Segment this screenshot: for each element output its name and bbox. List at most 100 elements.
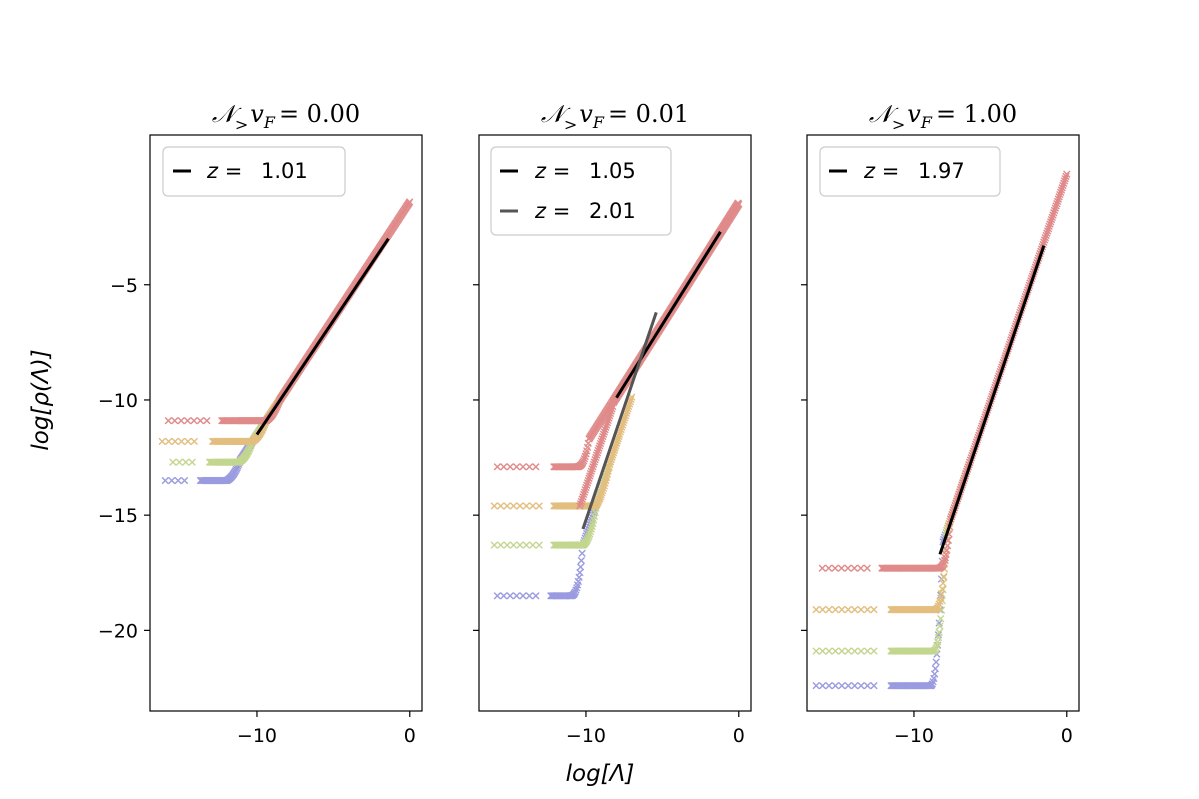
subplot-2-series-orange-point (870, 605, 878, 614)
subplot-0-series-green-point (246, 443, 254, 452)
subplot-1-series-red-point (605, 412, 614, 420)
subplot-1-series-blue-point (525, 592, 534, 600)
subplot-2-xtick-label-1: 0 (1061, 725, 1073, 747)
subplot-2-series-red-point (1043, 229, 1051, 237)
subplot-1-series-red-point (592, 451, 601, 459)
subplot-0-series-green-point (188, 458, 196, 466)
subplot-2-series-red-point (1059, 181, 1067, 190)
subplot-2-series-orange-point (838, 605, 846, 614)
subplot-1: −10 0 𝒩>vF = 0.01 z = 1.05 z = 2.01 (473, 100, 752, 747)
subplot-1-fit-line-1 (581, 311, 658, 530)
subplot-1-series-orange-point (599, 484, 608, 493)
subplot-2-series-orange-point (940, 572, 948, 581)
subplot-1-series-red-point (735, 200, 743, 208)
subplot-0-series-orange-point (177, 437, 186, 446)
subplot-2-series-red-point (825, 564, 833, 572)
subplot-1-series-orange-point (618, 423, 626, 431)
subplot-2-series-green-point (931, 646, 940, 654)
subplot-2-series-orange-point (863, 605, 872, 614)
subplot-1-series-blue-point (571, 588, 579, 596)
subplot-1-series-red-point (500, 463, 508, 471)
subplot-2-series-green-point (844, 647, 852, 655)
subplot-0-series-orange-point (184, 437, 192, 446)
subplot-2-series-blue-point (934, 631, 943, 639)
subplot-2-series-orange-point (857, 605, 865, 614)
subplot-1-series-orange-point (490, 502, 498, 510)
subplot-0-series-orange-point (190, 437, 199, 446)
subplot-1-series-red-point (608, 405, 616, 413)
subplot-2-series-green-point (825, 647, 833, 655)
subplot-2-series-green-point (831, 647, 840, 655)
subplot-1-series-orange-point (612, 442, 620, 450)
subplot-2-series-blue-point (812, 681, 820, 690)
subplot-2-series-red-point (1057, 186, 1066, 194)
subplot-0-series-red-point (177, 417, 185, 425)
subplot-2-series-red-point (1056, 190, 1064, 199)
subplot-2-series-red-point (1063, 170, 1071, 178)
subplot-1-series-red-point (586, 469, 595, 478)
subplot-2-series-red-point (1040, 238, 1048, 246)
subplot-2-series-red-point (1047, 218, 1055, 226)
subplot-1-series-orange-point (596, 494, 604, 503)
subplot-0-series-orange-point (171, 437, 179, 446)
subplot-1-series-blue-point (500, 592, 508, 600)
subplot-1-series-green-point (503, 541, 511, 549)
subplot-1-series-green-point (522, 541, 531, 549)
subplot-2-legend: z = 1.97 (819, 146, 1001, 197)
subplot-1-series-green-point (535, 541, 543, 549)
subplot-0-frame (149, 134, 423, 712)
subplot-2-xtick-label-0: −10 (894, 725, 934, 747)
subplot-2-series-orange-point (939, 579, 947, 587)
subplot-2-series-red-point (1042, 231, 1050, 240)
subplot-2-series-red-point (1041, 234, 1050, 242)
subplot-2-series-green-point (870, 647, 878, 655)
subplot-1-legend: z = 1.05 z = 2.01 (490, 146, 672, 236)
subplot-1-series-orange-point (611, 444, 619, 452)
subplot-1-series-red-point (600, 428, 608, 436)
subplot-2-series-red-point (1049, 211, 1057, 219)
subplot-0-series-red-point (183, 417, 192, 425)
subplot-1-series-orange-point (598, 489, 606, 497)
subplot-2-frame (806, 134, 1080, 712)
subplot-1-series-orange-point (516, 502, 524, 510)
subplot-1-series-green-point (490, 541, 498, 549)
subplot-1-series-red-point (579, 493, 587, 501)
subplot-2-series-red-point (857, 564, 865, 572)
subplot-1-series-red-point (525, 463, 534, 471)
subplot-1-series-red-point (589, 462, 597, 471)
subplot-1-series-red-point (577, 497, 586, 506)
subplot-2-series-orange-point (844, 605, 852, 614)
subplot-1-series-orange-point (509, 502, 518, 510)
subplot-1-series-red-point (580, 455, 589, 463)
subplot-1-series-red-point (506, 463, 514, 471)
subplot-2-series-blue-point (818, 681, 827, 690)
subplot-1-series-orange-point (616, 428, 624, 436)
subplot-2-series-red-point (1043, 227, 1052, 235)
subplot-2-series-red-point (1044, 224, 1053, 233)
subplot-1-series-green-point (584, 534, 592, 542)
subplot-2-series-green-point (863, 647, 872, 655)
subplot-1-xtick-label-1: 0 (733, 725, 745, 747)
subplot-1-series-red-point (602, 421, 611, 429)
subplot-0-title: 𝒩>vF = 0.00 (212, 100, 360, 134)
subplot-2-series-blue-point (844, 681, 852, 690)
subplot-1-series-red-point (579, 456, 588, 465)
subplot-2-series-green-point (850, 647, 859, 655)
subplot-1-series-orange-point (535, 502, 543, 510)
subplot-1-ticks: −10 0 (473, 284, 745, 747)
subplot-1-series-red-point (603, 418, 612, 427)
subplot-2-legend-label-0: z = 1.97 (863, 159, 965, 183)
subplot-0-ytick-label-3: −20 (98, 620, 138, 642)
subplot-1-series-orange-point (607, 455, 615, 464)
subplot-1-series-blue-point (578, 549, 586, 558)
subplot-2-series-orange-point (818, 605, 827, 614)
subplot-2-series-green-point (857, 647, 865, 655)
subplot-1-series-orange-point (609, 448, 618, 457)
subplot-1-series-red-point (519, 463, 527, 471)
subplot-1-series-red-point (609, 402, 617, 411)
subplot-1-legend-label-1: z = 2.01 (534, 199, 636, 223)
subplot-0-series-green-point (175, 458, 184, 466)
subplot-1-series-orange-point (522, 502, 531, 510)
subplot-2-series-red-point (940, 558, 948, 567)
subplot-1-fit-line-0 (615, 230, 722, 399)
